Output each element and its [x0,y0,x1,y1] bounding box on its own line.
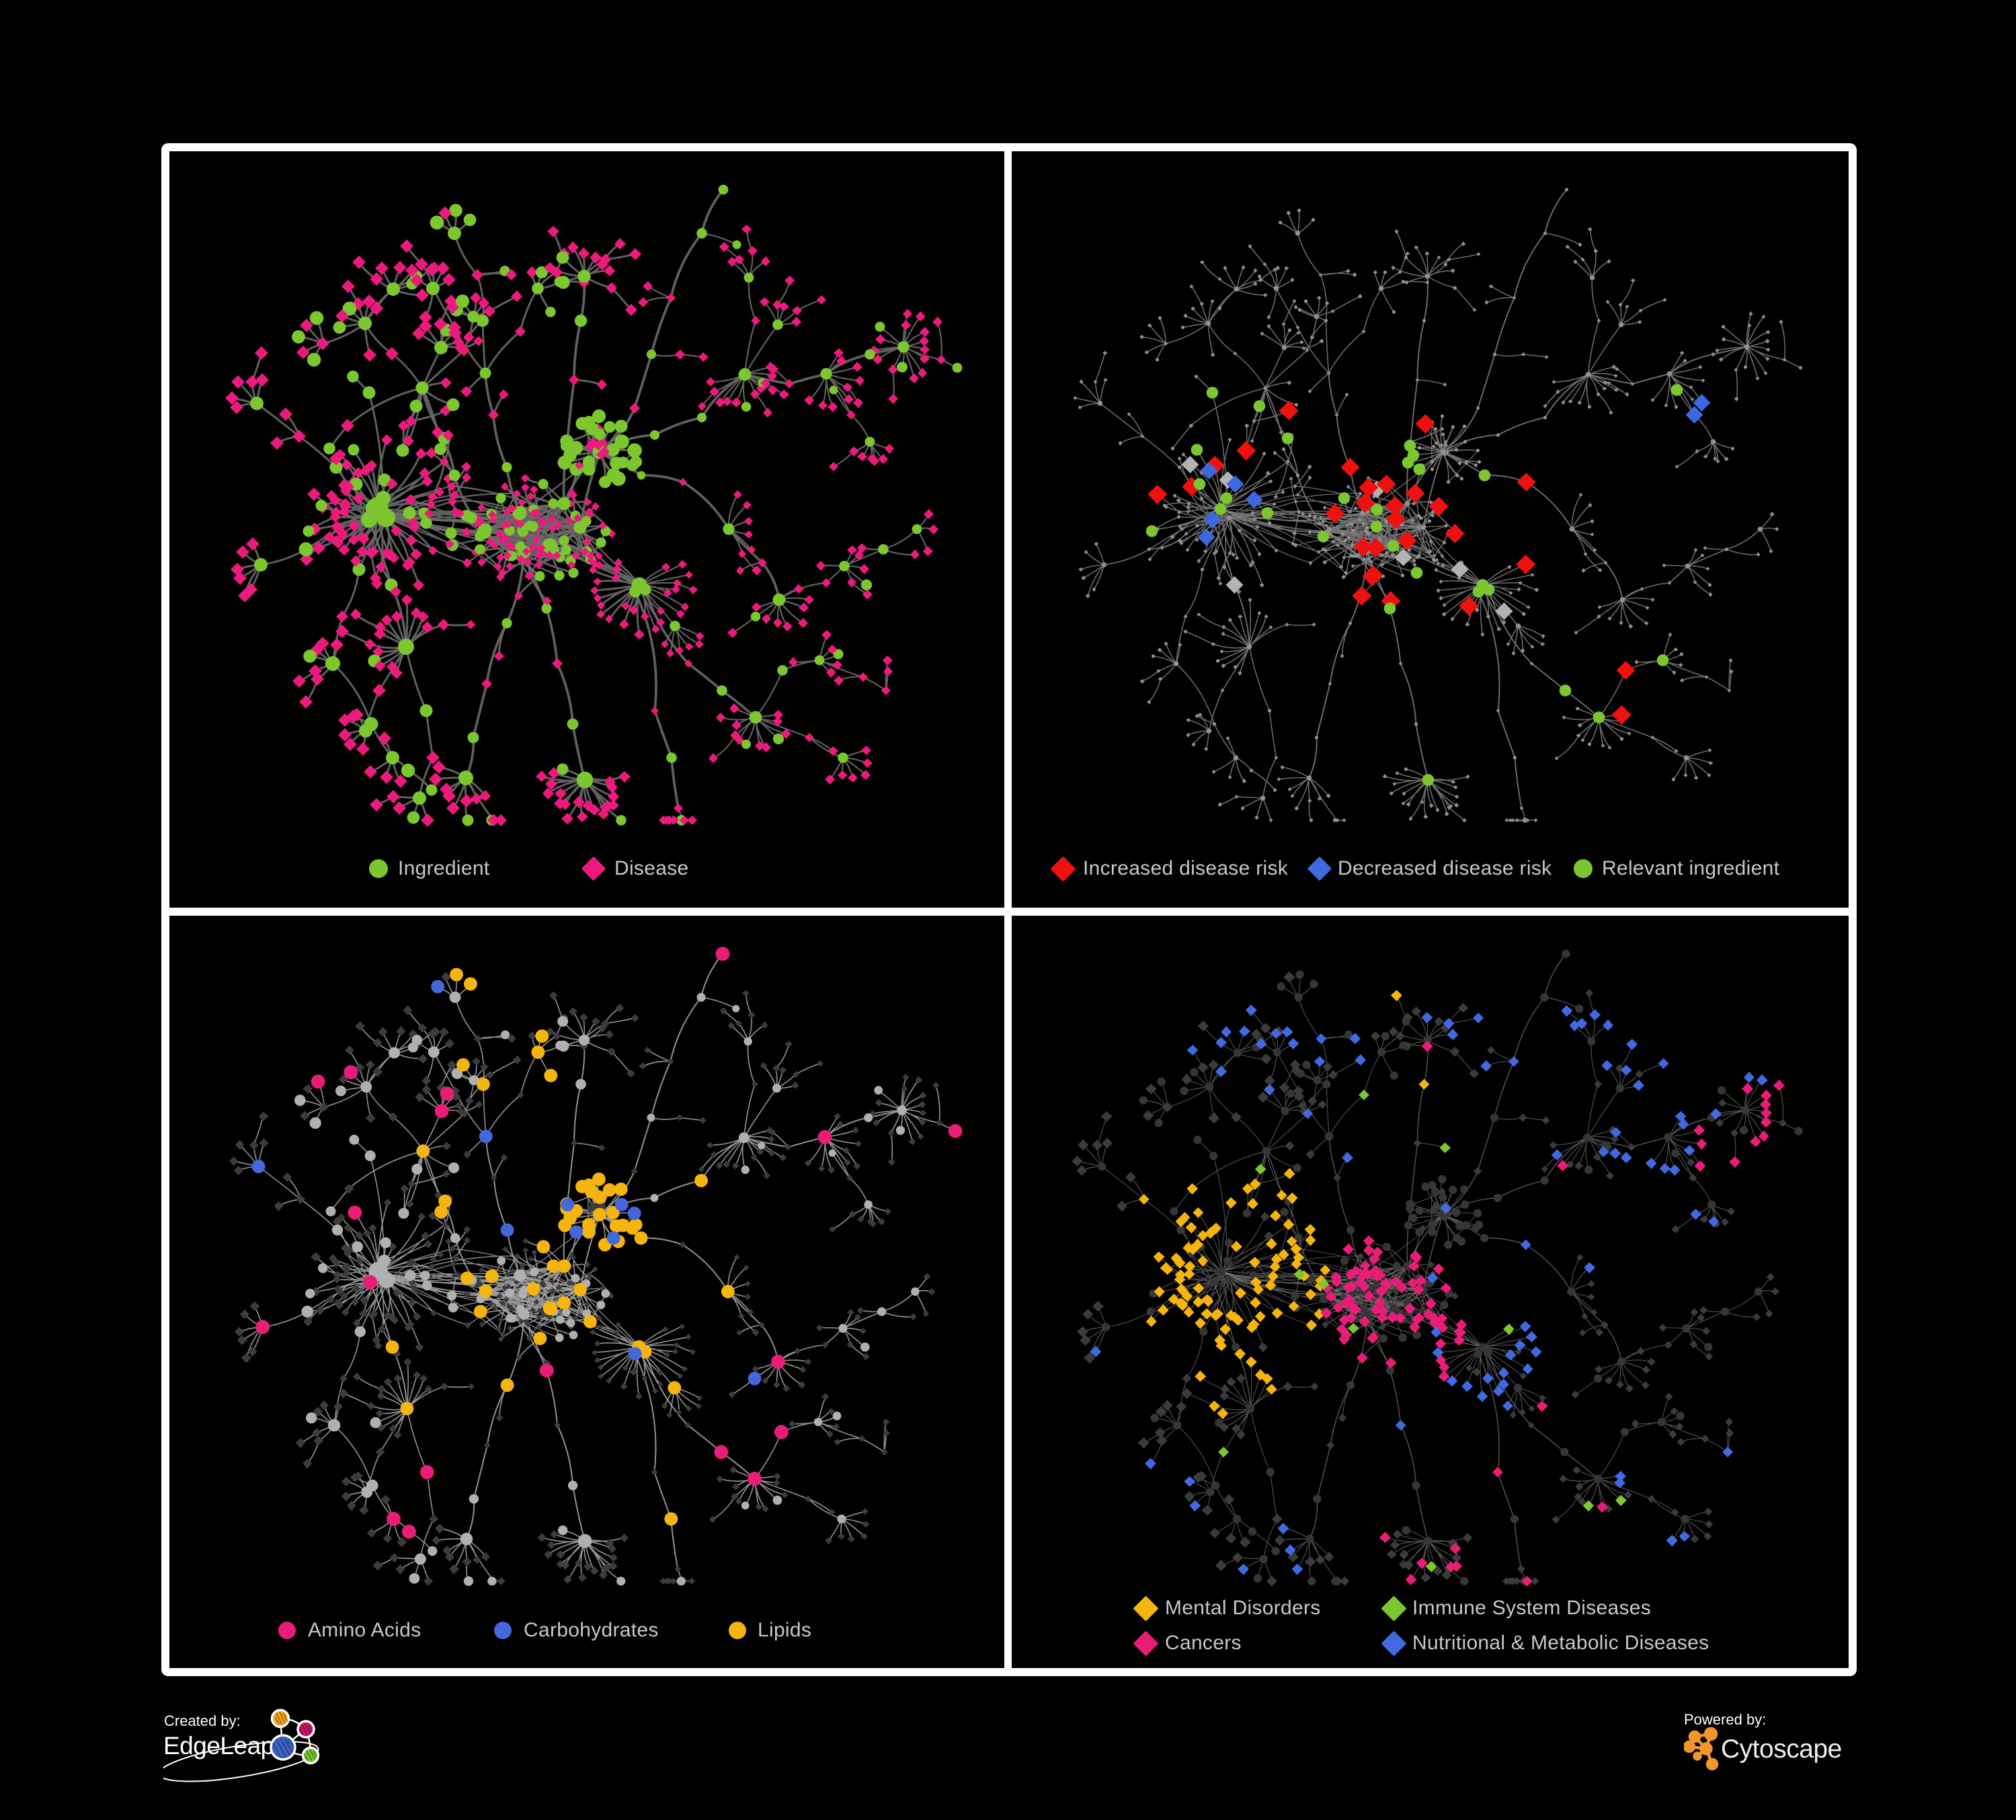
svg-text:Created by:: Created by: [164,1712,241,1729]
svg-text:Cytoscape: Cytoscape [1721,1735,1842,1764]
svg-text:EdgeLeap: EdgeLeap [163,1732,274,1759]
svg-text:Powered by:: Powered by: [1684,1711,1766,1728]
